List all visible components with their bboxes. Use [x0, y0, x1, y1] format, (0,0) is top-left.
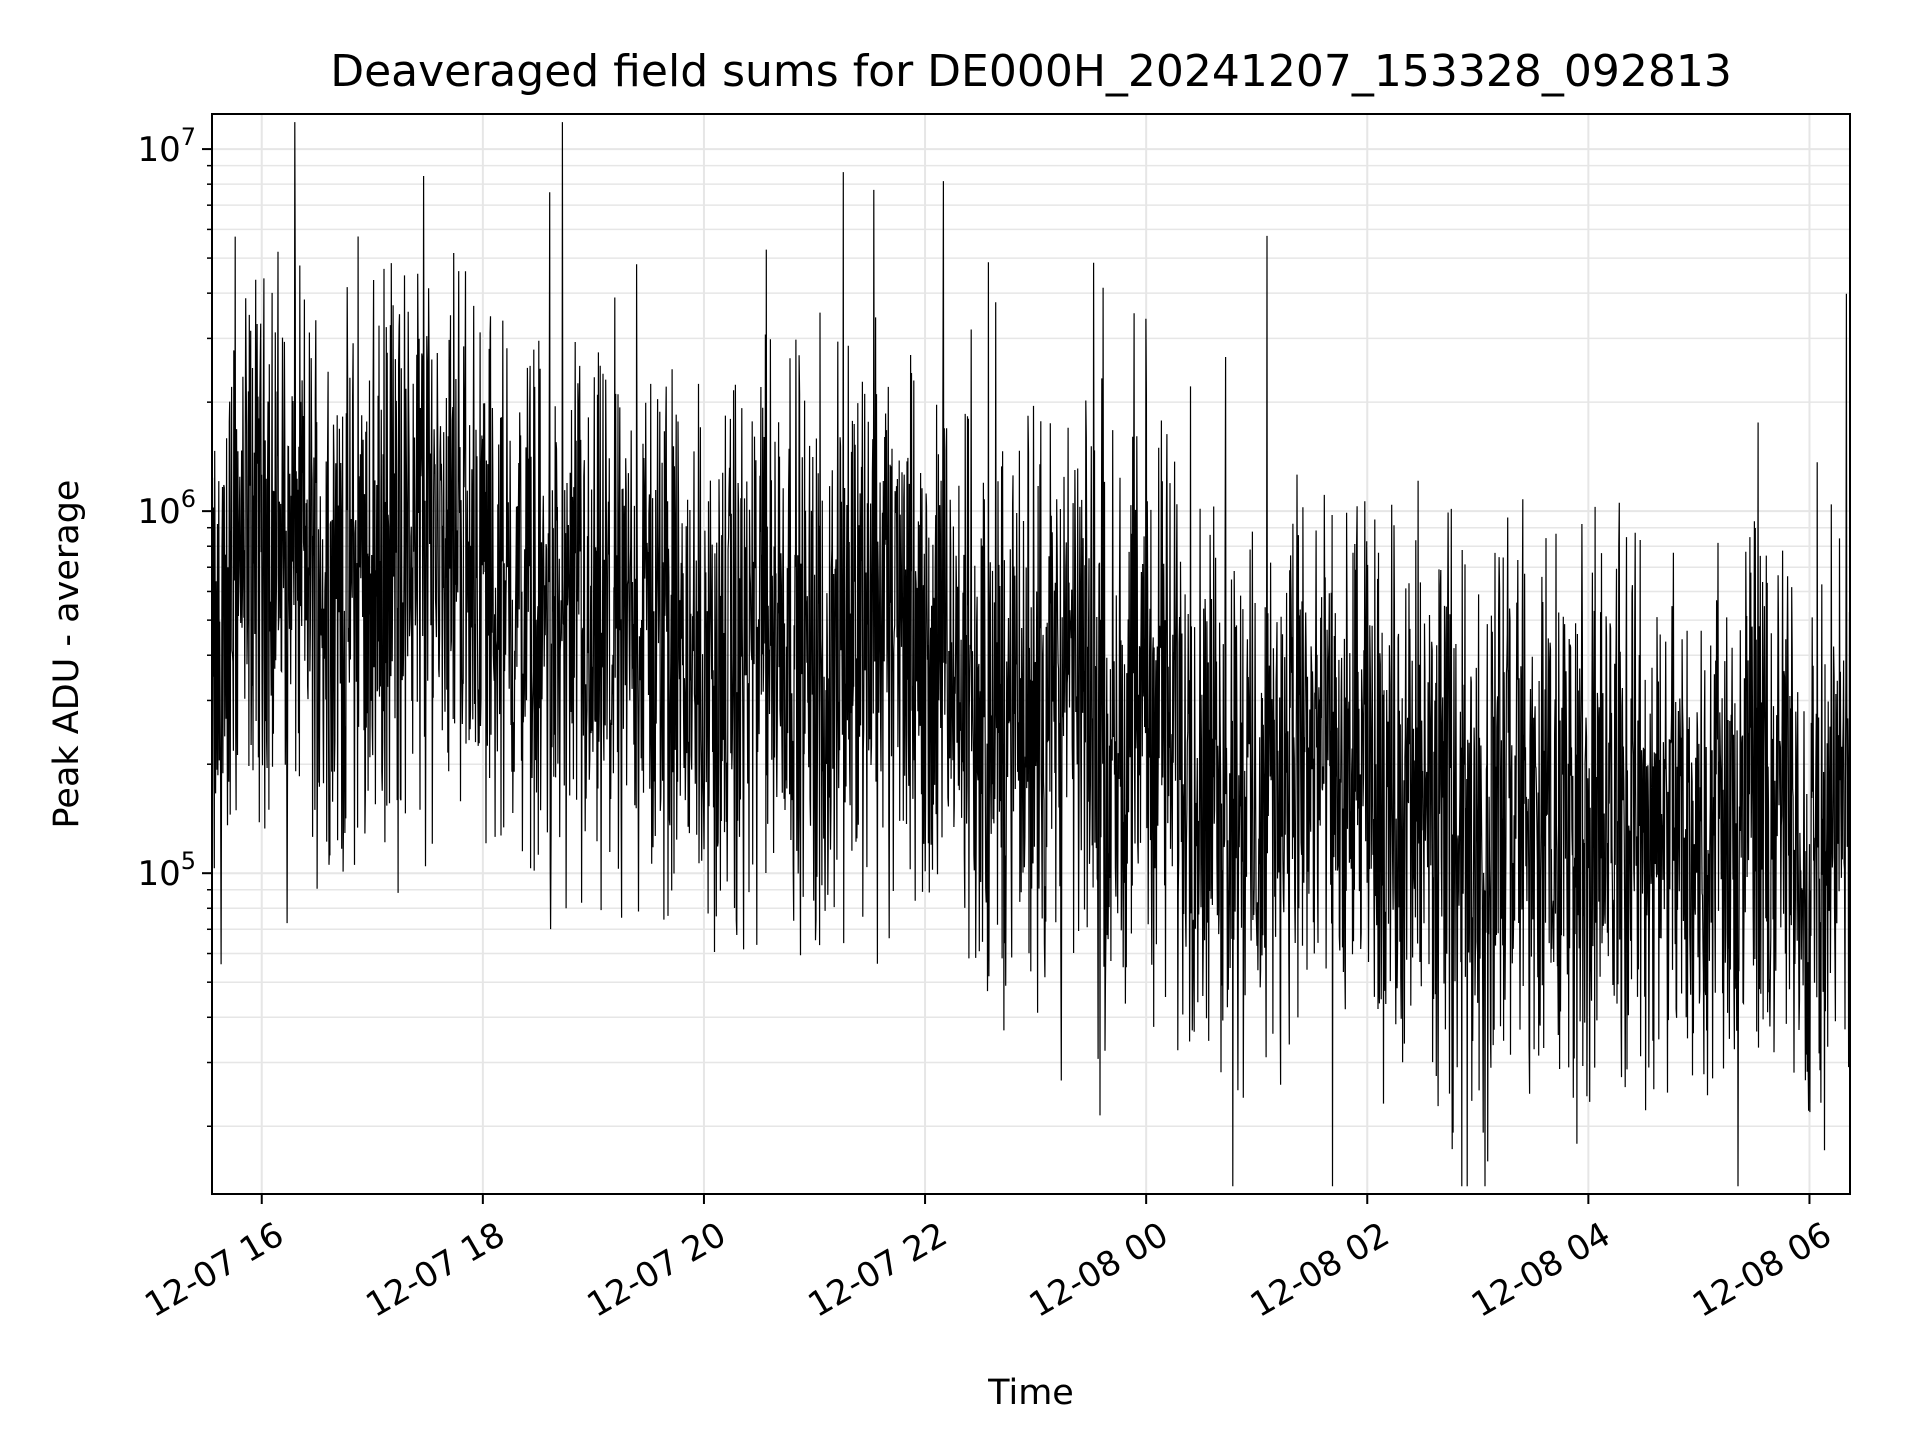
y-tick-base: 10 [137, 854, 180, 894]
y-tick-exponent: 7 [181, 123, 196, 151]
y-tick-label: 106 [137, 485, 196, 532]
chart-title: Deaveraged field sums for DE000H_2024120… [330, 46, 1732, 97]
y-axis-label: Peak ADU - average [47, 480, 87, 829]
x-axis-label: Time [987, 1373, 1074, 1413]
y-tick-base: 10 [137, 130, 180, 170]
data-series [211, 122, 1851, 1187]
plot-frame [211, 113, 1851, 1195]
y-tick-label: 105 [137, 847, 196, 894]
y-tick-label: 107 [137, 123, 196, 170]
y-tick-base: 10 [137, 492, 180, 532]
y-tick-exponent: 6 [181, 485, 196, 513]
series-line [211, 122, 1851, 1187]
y-tick-exponent: 5 [181, 847, 196, 875]
